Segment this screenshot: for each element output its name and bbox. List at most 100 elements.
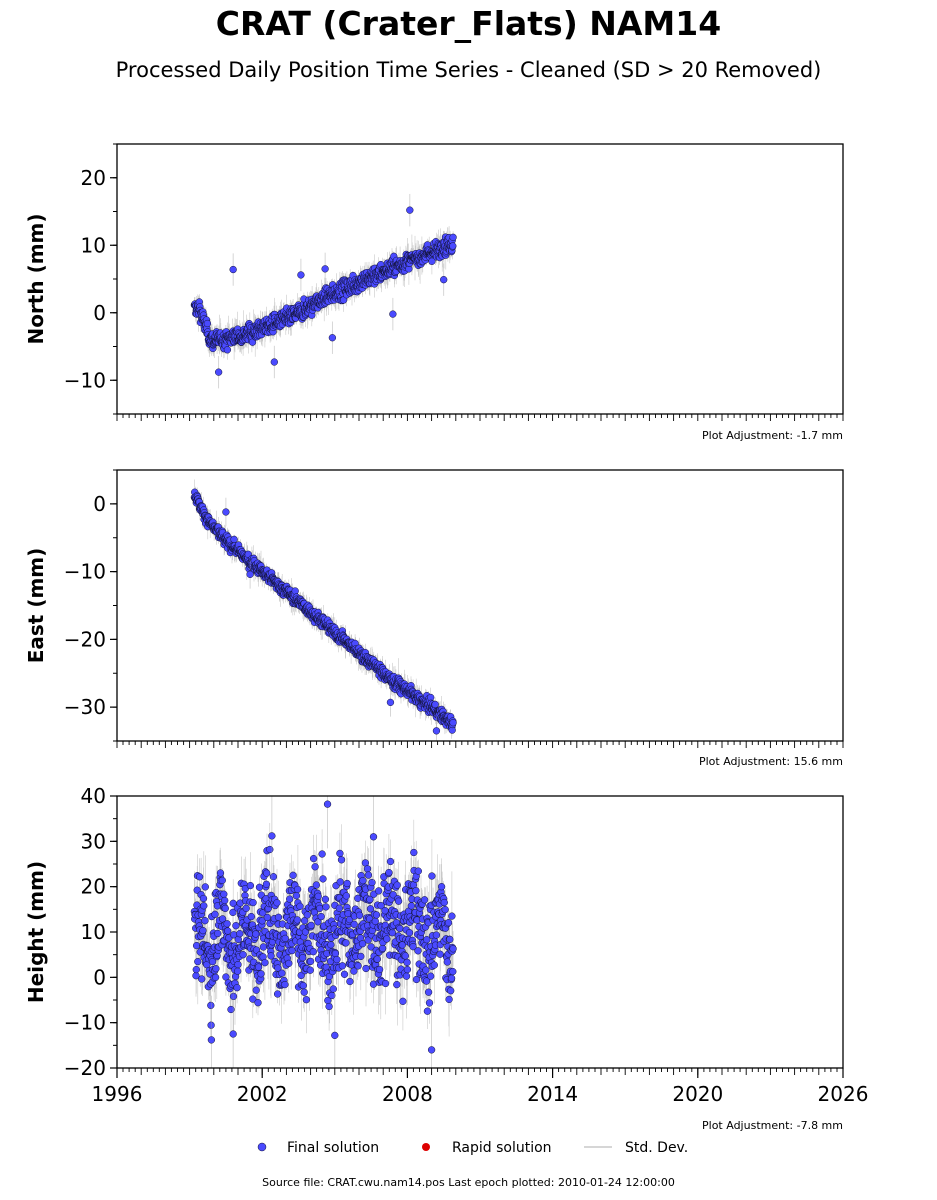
- data-point: [449, 233, 457, 241]
- y-tick-label: 40: [81, 784, 106, 808]
- data-point: [221, 896, 229, 905]
- y-axis-label: Height (mm): [24, 861, 48, 1003]
- outlier-point: [432, 727, 441, 735]
- data-point: [362, 964, 370, 973]
- plot-adjustment-note: Plot Adjustment: -1.7 mm: [702, 429, 843, 442]
- data-point: [405, 929, 414, 937]
- data-point: [307, 921, 315, 930]
- y-tick-label: 30: [81, 829, 106, 853]
- data-point: [422, 966, 430, 974]
- data-point: [437, 883, 446, 891]
- data-point: [423, 936, 431, 944]
- y-tick-label: 10: [81, 920, 106, 944]
- data-point: [393, 980, 401, 989]
- x-tick-label: 2002: [237, 1082, 288, 1106]
- data-point: [232, 922, 240, 930]
- data-point: [199, 894, 208, 903]
- data-point: [254, 999, 262, 1007]
- outlier-point: [440, 276, 448, 284]
- data-point: [274, 913, 283, 921]
- data-point: [223, 920, 231, 928]
- data-point: [249, 898, 257, 907]
- outlier-point: [297, 271, 305, 279]
- data-point: [336, 878, 344, 886]
- outlier-point: [229, 265, 237, 274]
- panel-0: −10 0 10 20 North (mm) Plot Adjustment: -1.7 …: [24, 143, 844, 442]
- data-point: [441, 905, 449, 914]
- data-point: [247, 912, 255, 921]
- data-point: [385, 868, 393, 877]
- data-point: [359, 876, 367, 885]
- panel-1: −30 −20 −10 0 East (mm) Plot Adjustment: 15.6…: [24, 469, 844, 768]
- y-tick-label: 20: [81, 166, 106, 190]
- data-point: [273, 899, 281, 907]
- y-tick-label: −20: [64, 1056, 106, 1080]
- data-point: [377, 902, 385, 910]
- data-point: [192, 965, 200, 974]
- data-point: [427, 972, 435, 980]
- data-point: [425, 999, 434, 1007]
- data-point: [402, 972, 411, 980]
- data-point: [363, 865, 372, 873]
- data-point: [306, 957, 315, 966]
- data-point: [394, 897, 403, 905]
- data-point: [221, 904, 229, 913]
- data-point: [302, 996, 311, 1004]
- data-point: [381, 979, 390, 988]
- data-point: [375, 887, 383, 895]
- outlier-point: [386, 698, 395, 707]
- data-point: [293, 916, 301, 924]
- data-point: [312, 881, 320, 889]
- data-point: [303, 911, 311, 919]
- outlier-point: [321, 265, 329, 273]
- data-point: [357, 952, 365, 961]
- legend: Final solution Rapid solution Std. Dev.: [257, 1140, 688, 1156]
- data-point: [291, 587, 299, 595]
- data-point: [328, 991, 336, 1000]
- data-point: [337, 856, 346, 864]
- legend-rapid-marker: [422, 1143, 430, 1151]
- data-point: [230, 535, 238, 544]
- data-point: [259, 943, 268, 951]
- data-point: [449, 945, 457, 953]
- data-point: [372, 911, 381, 919]
- data-point: [386, 857, 395, 866]
- legend-final-label: Final solution: [287, 1140, 379, 1156]
- y-axis-label: North (mm): [24, 213, 48, 344]
- data-point: [440, 898, 448, 907]
- data-point: [211, 910, 219, 918]
- data-point: [342, 892, 350, 900]
- y-tick-label: −30: [64, 695, 106, 719]
- data-point: [410, 848, 418, 857]
- legend-final-marker: [257, 1142, 267, 1152]
- data-point: [448, 912, 456, 920]
- data-point: [412, 975, 421, 984]
- data-point: [269, 873, 278, 881]
- data-point: [252, 930, 260, 938]
- data-point: [399, 997, 407, 1005]
- data-point: [273, 990, 282, 998]
- data-point: [424, 988, 433, 996]
- data-point: [267, 952, 275, 960]
- data-point: [254, 963, 263, 971]
- y-tick-label: −10: [64, 1011, 106, 1035]
- y-axis-label: East (mm): [24, 548, 48, 664]
- data-point: [388, 929, 396, 937]
- data-point: [288, 946, 296, 955]
- data-point: [207, 1001, 215, 1010]
- data-point: [447, 974, 456, 982]
- outlier-point: [270, 358, 278, 366]
- data-point: [371, 917, 379, 925]
- data-point: [396, 924, 404, 933]
- data-point: [449, 242, 457, 250]
- data-point: [314, 918, 322, 926]
- data-point: [216, 869, 225, 877]
- chart-title: CRAT (Crater_Flats) NAM14: [215, 4, 722, 43]
- series-final-solution: [190, 193, 457, 389]
- data-point: [343, 879, 351, 888]
- data-point: [346, 977, 354, 986]
- time-series-chart: −10 0 10 20 North (mm) Plot Adjustment: -1.7 …: [24, 143, 868, 1156]
- data-point: [393, 881, 401, 889]
- data-point: [311, 863, 319, 871]
- data-point: [236, 930, 244, 938]
